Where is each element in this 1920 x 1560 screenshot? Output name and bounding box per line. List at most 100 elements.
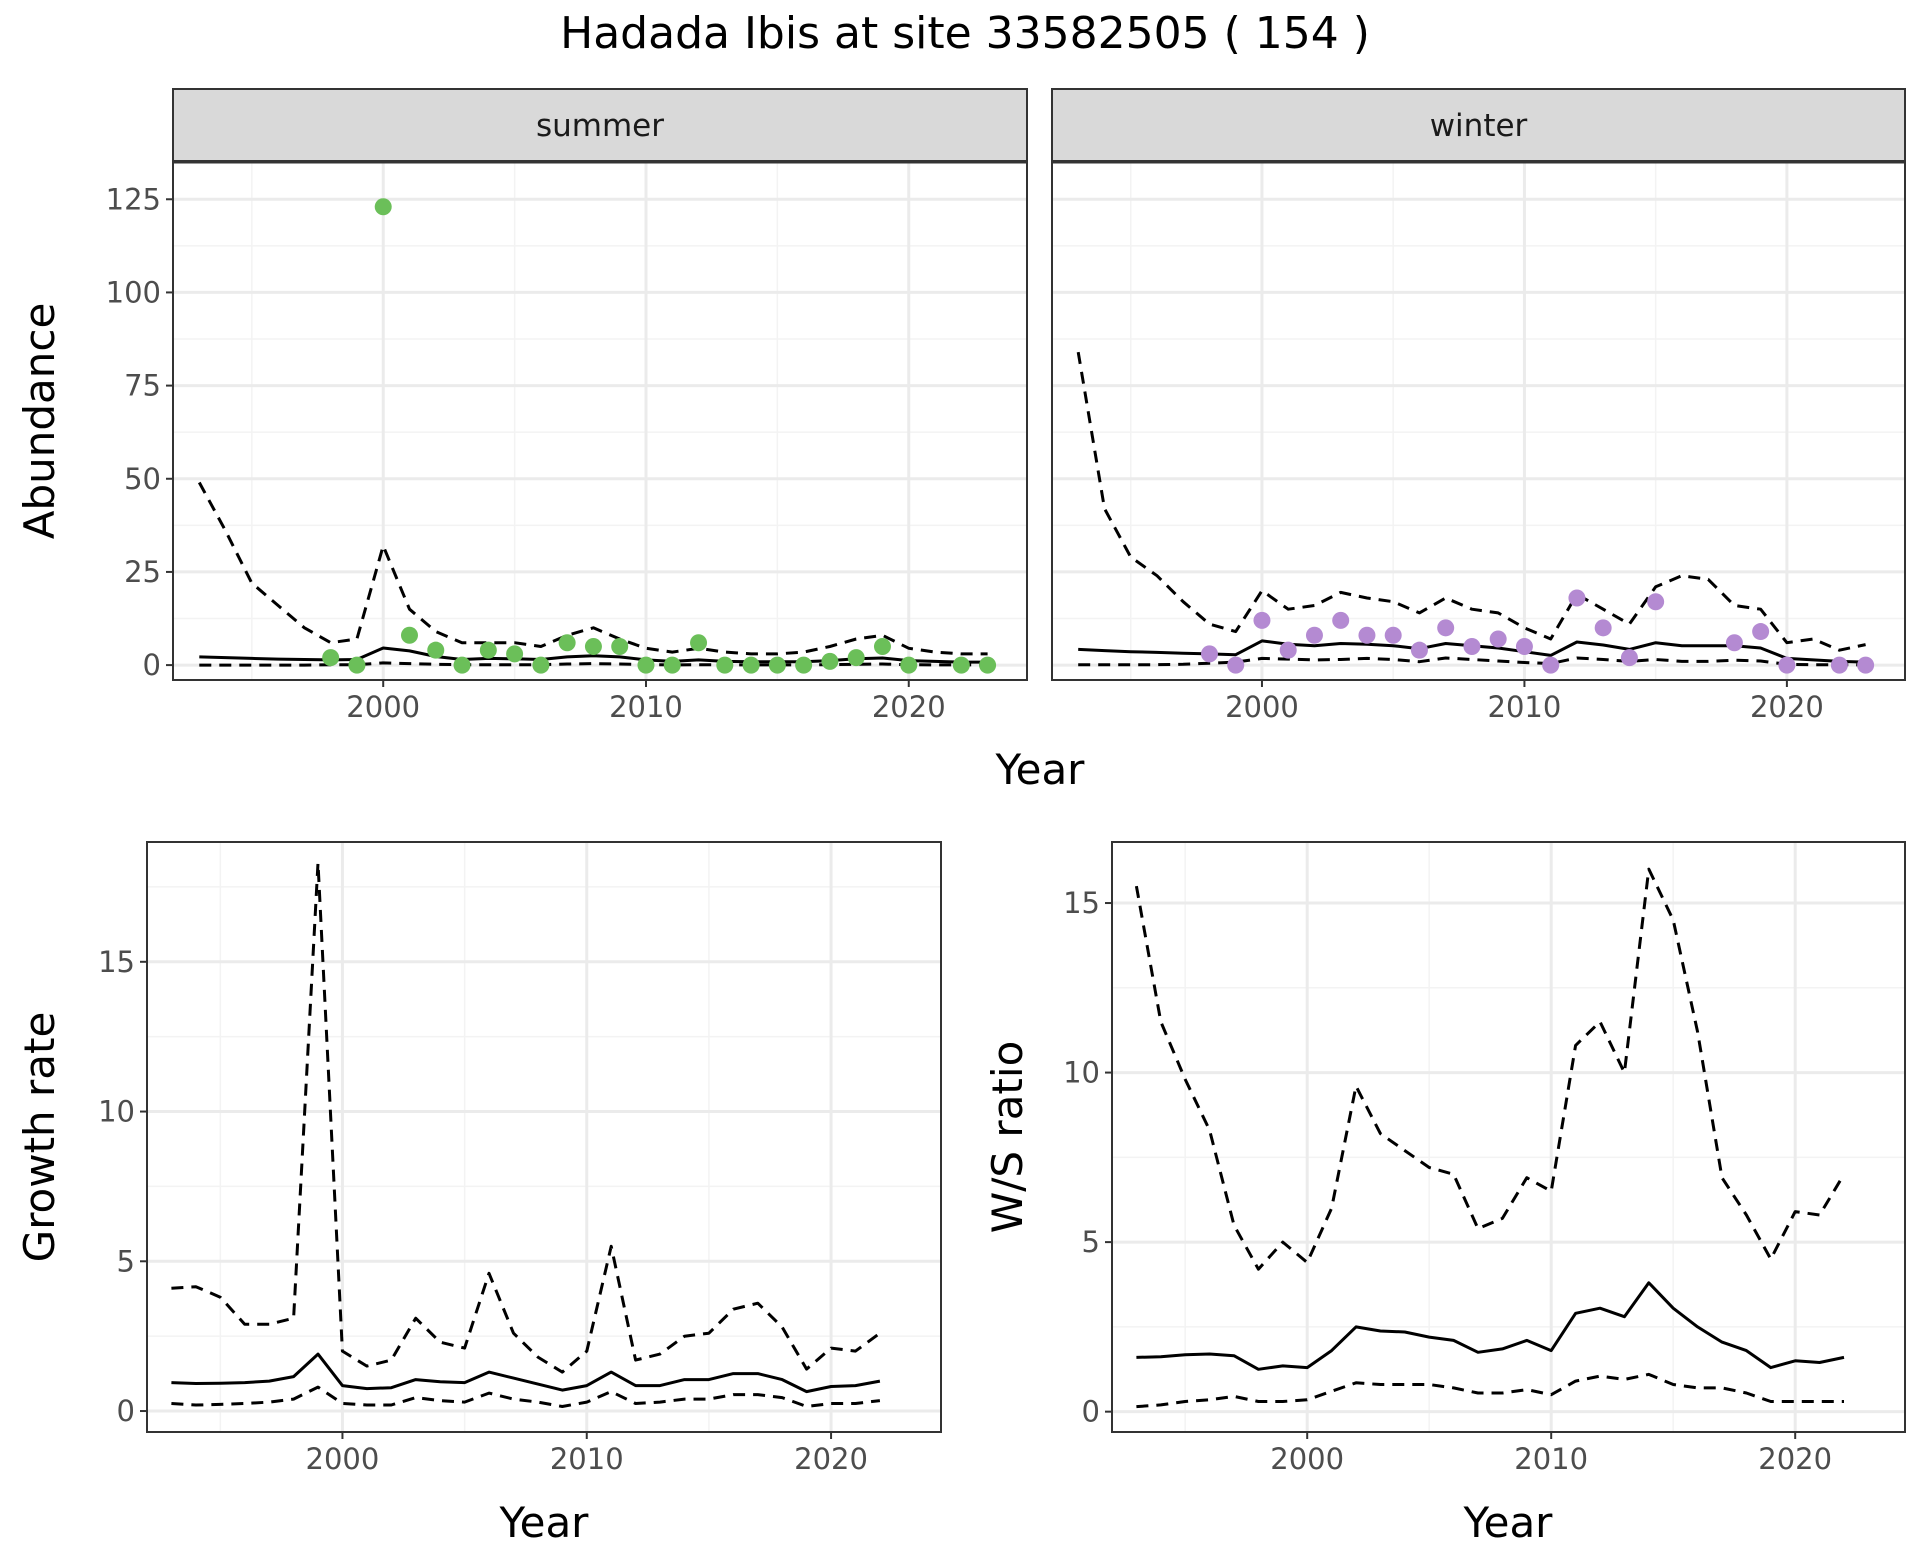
- count-point: [1358, 626, 1376, 644]
- x-tick-label: 2000: [1225, 690, 1299, 724]
- count-point: [979, 656, 997, 674]
- x-tick-label: 2020: [794, 1442, 868, 1476]
- panel-border: [1111, 841, 1906, 1433]
- x-tick-label: 2010: [1488, 690, 1562, 724]
- count-point: [690, 634, 708, 652]
- panel-background: [1112, 842, 1905, 1432]
- confidence-line: [1076, 351, 1866, 652]
- count-point: [847, 649, 865, 667]
- count-point: [1830, 656, 1848, 674]
- facet-strip-label: winter: [1430, 108, 1528, 144]
- count-point: [400, 626, 418, 644]
- count-point: [1515, 637, 1533, 655]
- count-point: [1778, 656, 1796, 674]
- confidence-line: [171, 1385, 881, 1408]
- chart-title: Hadada Ibis at site 33582505 ( 154 ): [560, 8, 1370, 59]
- count-point: [584, 637, 602, 655]
- count-point: [1542, 656, 1560, 674]
- growth-rate-panel: 2000 2010 2020 0 5 10 15 Growth rate Year: [15, 841, 942, 1547]
- count-point: [742, 656, 760, 674]
- count-point: [1752, 623, 1770, 641]
- confidence-line: [1134, 867, 1846, 1271]
- x-tick-label: 2010: [550, 1442, 624, 1476]
- count-point: [768, 656, 786, 674]
- y-tick-label: 5: [117, 1244, 135, 1278]
- count-point: [1200, 645, 1218, 663]
- x-tick-label: 2020: [1750, 690, 1824, 724]
- count-point: [1332, 611, 1350, 629]
- y-axis-title: W/S ratio: [983, 1041, 1032, 1234]
- panel-background: [147, 842, 941, 1432]
- count-point: [1463, 637, 1481, 655]
- count-point: [663, 656, 681, 674]
- panel-border: [146, 841, 942, 1433]
- x-axis-title: Year: [499, 1498, 590, 1547]
- count-point: [952, 656, 970, 674]
- count-point: [558, 634, 576, 652]
- count-point: [1305, 626, 1323, 644]
- count-point: [532, 656, 550, 674]
- count-point: [374, 198, 392, 216]
- facet-strip: [1051, 88, 1906, 162]
- top-x-axis-title: Year: [995, 745, 1086, 794]
- count-point: [1437, 619, 1455, 637]
- estimate-line: [171, 1352, 881, 1394]
- summer-panel: summer 2000 2010 2020 0 25 50 75 100 125 Abundance: [15, 88, 1028, 724]
- count-point: [322, 649, 340, 667]
- x-tick-label: 2000: [1270, 1442, 1344, 1476]
- count-point: [1594, 619, 1612, 637]
- panel-background: [173, 162, 1027, 680]
- y-tick-label: 25: [124, 555, 161, 589]
- count-point: [348, 656, 366, 674]
- y-tick-label: 100: [106, 275, 161, 309]
- x-tick-label: 2020: [872, 690, 946, 724]
- count-point: [611, 637, 629, 655]
- y-tick-label: 10: [98, 1095, 135, 1129]
- estimate-line: [1136, 1281, 1845, 1371]
- winter-panel: winter 2000 2010 2020: [1051, 88, 1906, 724]
- ws-ratio-panel: 2000 2010 2020 0 5 10 15 W/S ratio Year: [983, 841, 1906, 1547]
- x-axis-title: Year: [1463, 1498, 1554, 1547]
- count-point: [1489, 630, 1507, 648]
- count-point: [1384, 626, 1402, 644]
- y-tick-label: 0: [1082, 1395, 1100, 1429]
- y-axis-title: Abundance: [15, 303, 64, 540]
- x-tick-label: 2010: [609, 690, 683, 724]
- count-point: [637, 656, 655, 674]
- count-point: [873, 637, 891, 655]
- count-point: [1620, 649, 1638, 667]
- confidence-line: [1136, 1372, 1844, 1409]
- y-axis-title: Growth rate: [15, 1012, 64, 1263]
- x-tick-label: 2000: [346, 690, 420, 724]
- count-point: [1253, 611, 1271, 629]
- confidence-line: [197, 481, 988, 656]
- count-point: [1227, 656, 1245, 674]
- count-point: [821, 652, 839, 670]
- count-point: [1725, 634, 1743, 652]
- count-point: [716, 656, 734, 674]
- y-tick-label: 50: [124, 462, 161, 496]
- count-point: [1279, 641, 1297, 659]
- y-tick-label: 0: [117, 1394, 135, 1428]
- y-tick-label: 15: [98, 945, 135, 979]
- count-point: [427, 641, 445, 659]
- count-point: [900, 656, 918, 674]
- count-point: [506, 645, 524, 663]
- x-tick-label: 2020: [1758, 1442, 1832, 1476]
- y-tick-label: 15: [1063, 886, 1100, 920]
- panel-background: [1052, 162, 1905, 680]
- count-point: [1568, 589, 1586, 607]
- facet-strip-label: summer: [536, 108, 664, 144]
- y-tick-label: 125: [106, 182, 161, 216]
- y-tick-label: 10: [1063, 1056, 1100, 1090]
- count-point: [1647, 593, 1665, 611]
- count-point: [453, 656, 471, 674]
- count-point: [1410, 641, 1428, 659]
- count-point: [1857, 656, 1875, 674]
- count-point: [795, 656, 813, 674]
- y-tick-label: 5: [1082, 1225, 1100, 1259]
- x-tick-label: 2010: [1514, 1442, 1588, 1476]
- confidence-line: [1078, 656, 1866, 667]
- count-point: [479, 641, 497, 659]
